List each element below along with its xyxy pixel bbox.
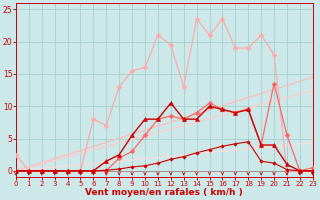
- X-axis label: Vent moyen/en rafales ( km/h ): Vent moyen/en rafales ( km/h ): [85, 188, 243, 197]
